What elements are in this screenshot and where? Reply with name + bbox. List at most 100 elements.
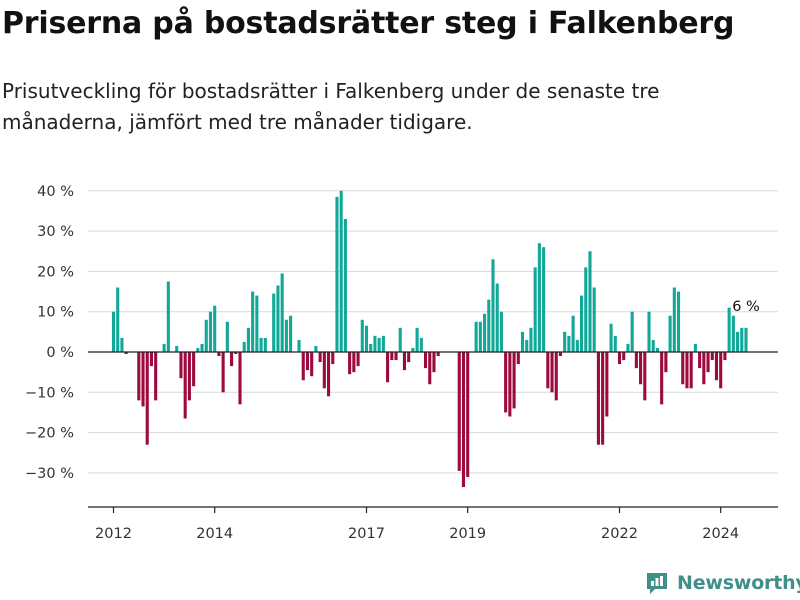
bar bbox=[373, 335, 377, 352]
bar bbox=[263, 337, 267, 352]
y-tick-label: 30 % bbox=[37, 224, 74, 240]
bar bbox=[419, 337, 423, 352]
bar bbox=[327, 352, 331, 397]
bar bbox=[407, 352, 411, 363]
bar bbox=[331, 352, 335, 365]
x-tick-label: 2019 bbox=[449, 526, 486, 542]
bar bbox=[634, 352, 638, 369]
bar bbox=[116, 287, 120, 352]
bar bbox=[137, 352, 141, 401]
bar bbox=[571, 315, 575, 352]
bar bbox=[284, 319, 288, 352]
bar bbox=[318, 352, 322, 363]
bar bbox=[255, 295, 259, 352]
x-axis-tick-labels: 2012 2014 2017 2019 2022 2024 bbox=[95, 526, 739, 542]
bar bbox=[432, 352, 436, 373]
bar bbox=[706, 352, 710, 373]
bar bbox=[457, 352, 461, 471]
bar bbox=[499, 311, 503, 352]
bar bbox=[415, 327, 419, 352]
bar bbox=[626, 343, 630, 352]
x-tick-label: 2012 bbox=[95, 526, 132, 542]
bar bbox=[504, 352, 508, 413]
bar bbox=[466, 352, 470, 477]
bar bbox=[550, 352, 554, 393]
bar bbox=[714, 352, 719, 381]
bar bbox=[339, 190, 343, 352]
annotations: 6 % bbox=[732, 299, 760, 315]
bar bbox=[200, 343, 204, 352]
last-value-label: 6 % bbox=[732, 299, 760, 315]
bar bbox=[145, 352, 149, 445]
bar bbox=[651, 339, 655, 352]
bar bbox=[411, 347, 415, 352]
bar bbox=[491, 259, 495, 352]
bar bbox=[622, 352, 626, 361]
bar bbox=[120, 337, 124, 352]
brand-name: Newsworthy bbox=[677, 572, 800, 594]
bar bbox=[723, 352, 727, 361]
bar bbox=[154, 352, 158, 401]
bar bbox=[567, 335, 571, 352]
bar bbox=[731, 315, 735, 352]
y-tick-label: −10 % bbox=[25, 385, 74, 401]
bar bbox=[369, 343, 373, 352]
bar bbox=[175, 345, 179, 352]
bars bbox=[111, 190, 748, 487]
bar bbox=[402, 352, 406, 371]
bar bbox=[225, 321, 229, 352]
bar bbox=[377, 337, 381, 352]
bar bbox=[575, 339, 579, 352]
bar bbox=[221, 352, 225, 393]
bar bbox=[660, 352, 664, 405]
bar bbox=[394, 352, 398, 361]
bar bbox=[272, 293, 276, 352]
bar bbox=[655, 347, 659, 352]
bar bbox=[617, 352, 622, 365]
bar bbox=[512, 352, 516, 409]
bar bbox=[390, 352, 394, 361]
y-tick-label: 0 % bbox=[46, 345, 74, 361]
bar bbox=[187, 352, 191, 401]
bar bbox=[183, 352, 187, 419]
bar bbox=[352, 352, 356, 373]
bar bbox=[563, 331, 567, 352]
bar bbox=[423, 352, 428, 369]
bar bbox=[698, 352, 702, 369]
bar bbox=[428, 352, 432, 385]
bar bbox=[664, 352, 668, 373]
y-tick-label: 40 % bbox=[37, 184, 74, 200]
y-axis-tick-labels: 40 % 30 % 20 % 10 % 0 % −10 % −20 % −30 % bbox=[25, 184, 74, 482]
bar bbox=[580, 295, 584, 352]
bar bbox=[681, 352, 685, 385]
chart-title: Priserna på bostadsrätter steg i Falkenb… bbox=[2, 6, 735, 41]
bar bbox=[364, 325, 369, 352]
bar bbox=[630, 311, 634, 352]
bar bbox=[525, 339, 529, 352]
bar bbox=[529, 327, 533, 352]
bar bbox=[124, 352, 128, 355]
x-tick-label: 2017 bbox=[348, 526, 385, 542]
bar bbox=[740, 327, 744, 352]
axes bbox=[88, 351, 778, 513]
bar bbox=[217, 352, 221, 357]
bar bbox=[305, 352, 310, 371]
bar bbox=[689, 352, 693, 389]
bar bbox=[297, 339, 301, 352]
bar bbox=[179, 352, 183, 379]
newsworthy-logo-icon bbox=[647, 573, 667, 594]
bar bbox=[592, 287, 596, 352]
y-tick-label: −20 % bbox=[25, 426, 74, 442]
bar bbox=[234, 352, 238, 355]
bar bbox=[398, 327, 402, 352]
newsworthy-brand: Newsworthy bbox=[644, 568, 800, 598]
bar bbox=[259, 337, 263, 352]
bar bbox=[289, 315, 293, 352]
bar bbox=[381, 335, 385, 352]
bar bbox=[230, 352, 234, 367]
bar bbox=[702, 352, 706, 385]
bar bbox=[710, 352, 714, 361]
chart-subtitle: Prisutveckling för bostadsrätter i Falke… bbox=[2, 79, 660, 134]
bar bbox=[483, 313, 487, 352]
bar bbox=[356, 352, 360, 367]
